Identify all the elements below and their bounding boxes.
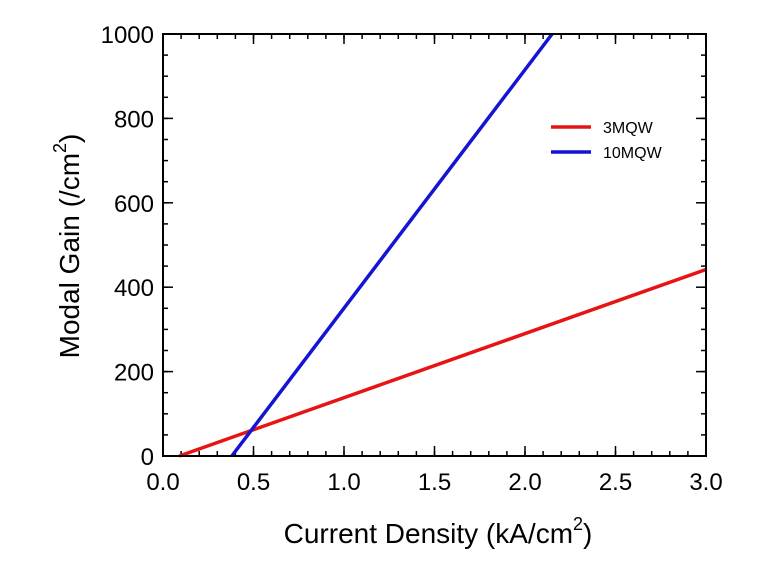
y-axis-title-end: ) <box>54 134 85 143</box>
y-tick-label: 0 <box>141 444 154 471</box>
legend: 3MQW 10MQW <box>551 120 663 162</box>
x-tick-label: 2.0 <box>508 469 541 496</box>
y-tick-label: 200 <box>114 360 154 387</box>
x-tick-label: 1.0 <box>327 469 360 496</box>
x-tick-label: 0.0 <box>146 469 179 496</box>
x-tick-label: 1.5 <box>418 469 451 496</box>
x-axis-title-end: ) <box>583 518 592 549</box>
x-axis-title-sup: 2 <box>573 514 583 534</box>
plot-frame <box>163 34 706 456</box>
major-ticks <box>163 34 706 456</box>
x-tick-label: 3.0 <box>689 469 722 496</box>
series-layer <box>179 34 706 456</box>
series-line-10mqw <box>232 34 552 456</box>
y-axis-title: Modal Gain (/cm2) <box>50 134 85 359</box>
y-axis-title-main: Modal Gain (/cm <box>54 153 85 358</box>
y-tick-label: 600 <box>114 191 154 218</box>
y-tick-labels: 0 200 400 600 800 1000 <box>101 22 154 471</box>
x-tick-labels: 0.0 0.5 1.0 1.5 2.0 2.5 3.0 <box>146 469 722 496</box>
y-axis-title-sup: 2 <box>50 143 70 153</box>
y-tick-label: 800 <box>114 106 154 133</box>
x-axis-title-main: Current Density (kA/cm <box>284 518 573 549</box>
x-tick-label: 0.5 <box>237 469 270 496</box>
minor-ticks <box>163 34 706 456</box>
y-tick-label: 1000 <box>101 22 154 49</box>
y-tick-label: 400 <box>114 275 154 302</box>
x-tick-label: 2.5 <box>599 469 632 496</box>
x-axis-title: Current Density (kA/cm2) <box>284 514 593 549</box>
legend-label-3mqw: 3MQW <box>603 120 654 137</box>
legend-label-10mqw: 10MQW <box>603 145 663 162</box>
series-line-3mqw <box>179 270 706 457</box>
